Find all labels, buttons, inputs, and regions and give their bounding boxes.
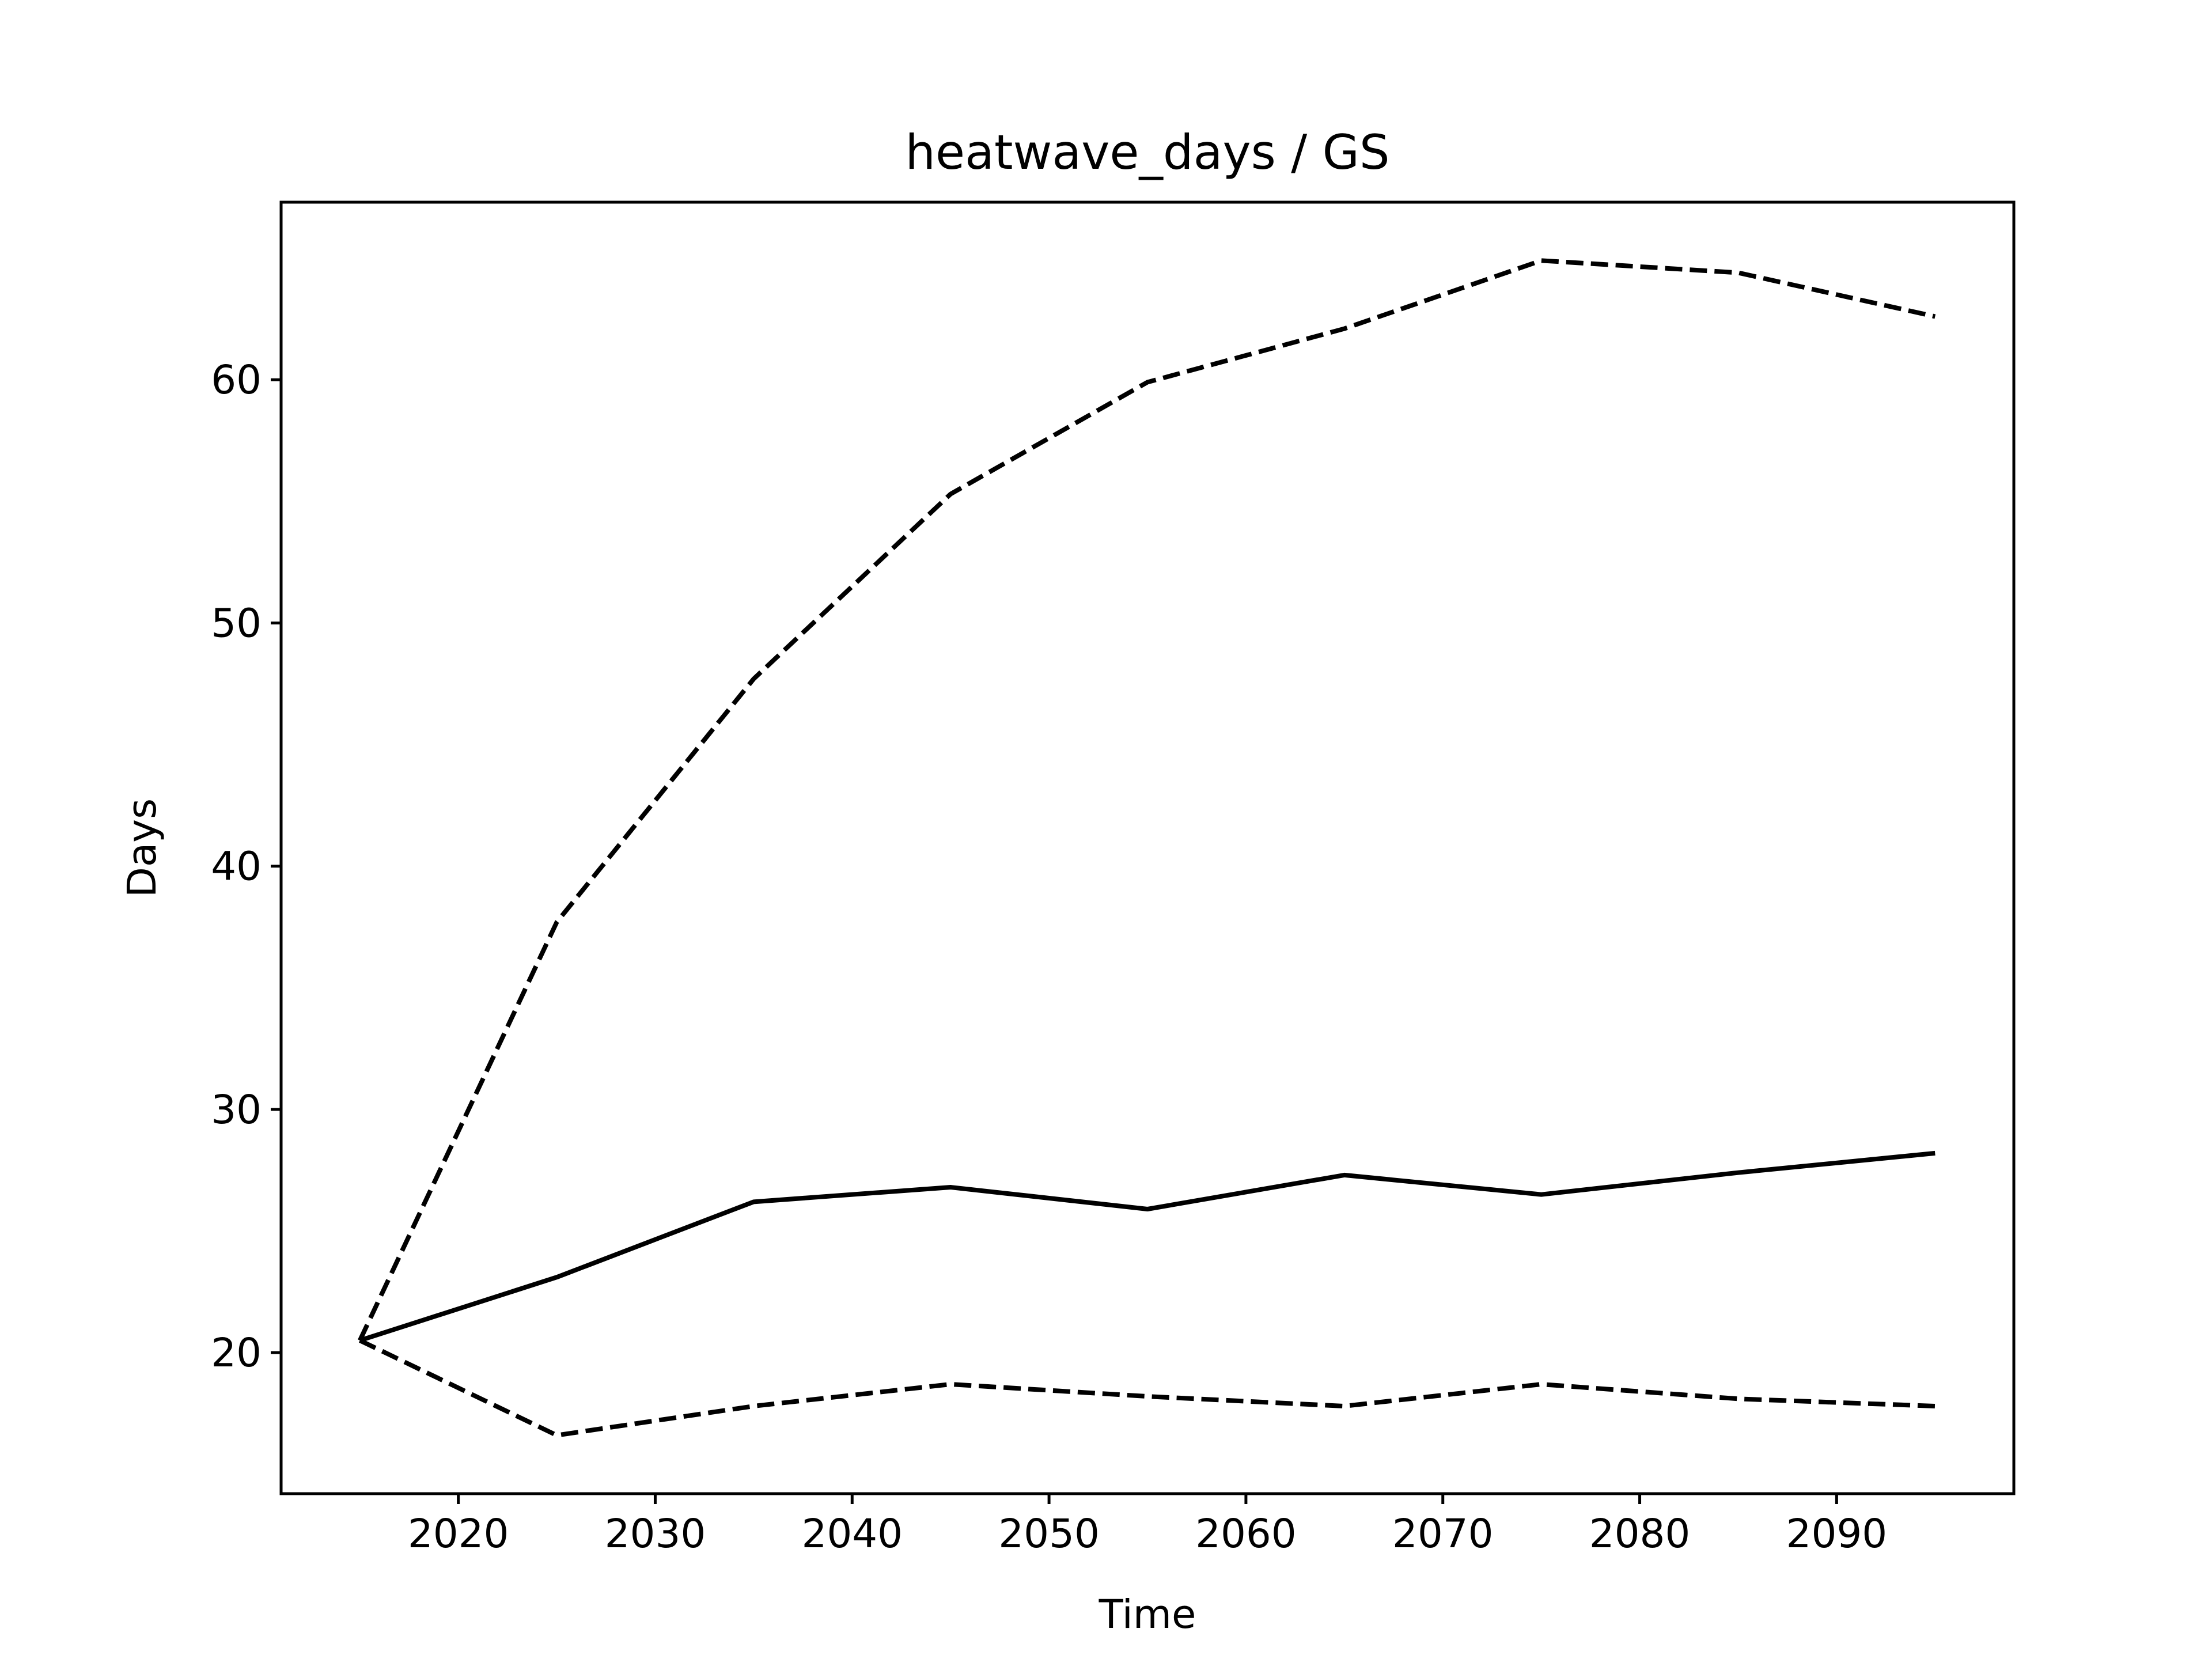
y-tick-label: 40: [211, 844, 262, 890]
x-tick-label: 2040: [801, 1511, 903, 1557]
plot-area: 2020 2030 2040 2050 2060 2070 2080 2090 2030405…: [211, 200, 2016, 1557]
x-tick-label: 2070: [1392, 1511, 1494, 1557]
x-axis-label: Time: [1099, 1592, 1196, 1638]
x-tick-label: 2020: [408, 1511, 509, 1557]
y-tick-label: 30: [211, 1087, 262, 1133]
series-layer: [358, 258, 1936, 1438]
x-tick-label: 2030: [605, 1511, 706, 1557]
axes-frame: [279, 200, 2016, 1495]
x-tick-label: 2090: [1786, 1511, 1888, 1557]
y-tick-label: 50: [211, 600, 262, 646]
x-tick-label: 2050: [998, 1511, 1100, 1557]
series-line-solid: [359, 1150, 1936, 1343]
y-axis-ticks: 20 30 40 50 60: [211, 357, 281, 1376]
y-tick-label: 20: [211, 1330, 262, 1376]
x-axis-ticks: 2020 2030 2040 2050 2060 2070 2080 2090: [408, 1494, 1887, 1557]
y-axis-label: Days: [119, 798, 165, 897]
series-line-lower-dashed: [358, 1338, 1936, 1438]
y-tick-label: 60: [211, 357, 262, 403]
chart-title: heatwave_days / GS: [905, 124, 1389, 180]
x-tick-label: 2080: [1589, 1511, 1691, 1557]
x-tick-label: 2060: [1195, 1511, 1297, 1557]
series-line-upper-dashed: [358, 258, 1936, 1342]
